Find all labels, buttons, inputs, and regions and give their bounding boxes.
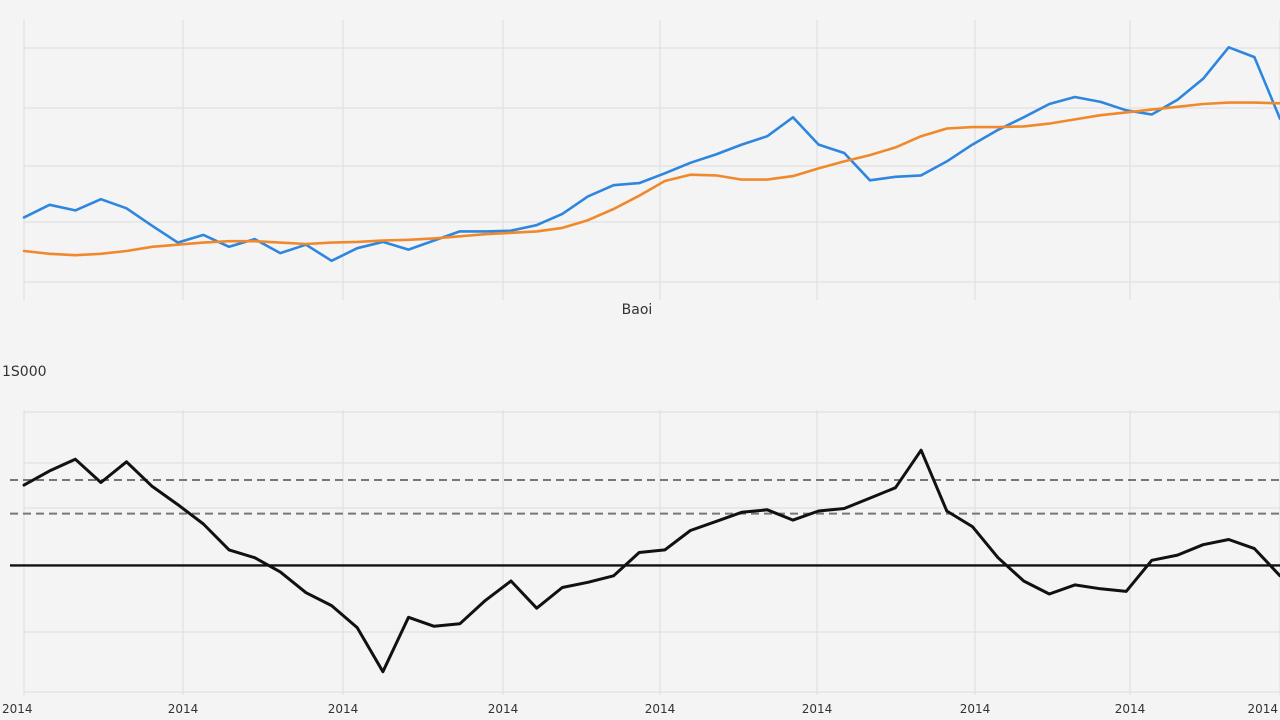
bottom-x-tick-label: 2014: [1247, 702, 1278, 716]
bottom-x-tick-label: 2014: [802, 702, 833, 716]
top-series-line-1: [22, 101, 1280, 257]
bottom-x-tick-labels: 2014 2014 2014 2014 2014 2014 2014 2014 2014: [2, 702, 1278, 716]
bottom-x-tick-label: 2014: [960, 702, 991, 716]
bottom-title: 1S000: [2, 364, 47, 380]
bottom-x-tick-label: 2014: [645, 702, 676, 716]
bottom-x-tick-label: 2014: [2, 702, 33, 716]
bottom-x-tick-label: 2014: [1115, 702, 1146, 716]
bottom-panel: 1S000 2014 2014 2014 2014 2014 2014 2014 2014 20…: [2, 364, 1280, 716]
bottom-x-tick-label: 2014: [328, 702, 359, 716]
bottom-x-tick-label: 2014: [168, 702, 199, 716]
top-series-line-0: [22, 46, 1280, 263]
bottom-series-line-0: [22, 448, 1280, 674]
top-series: [22, 46, 1280, 263]
top-panel: Baoi: [22, 20, 1280, 318]
top-caption: Baoi: [622, 302, 653, 318]
bottom-series: [22, 448, 1280, 674]
top-grid: [23, 20, 1280, 300]
bottom-x-tick-label: 2014: [488, 702, 519, 716]
bottom-reference-lines: [10, 478, 1280, 567]
